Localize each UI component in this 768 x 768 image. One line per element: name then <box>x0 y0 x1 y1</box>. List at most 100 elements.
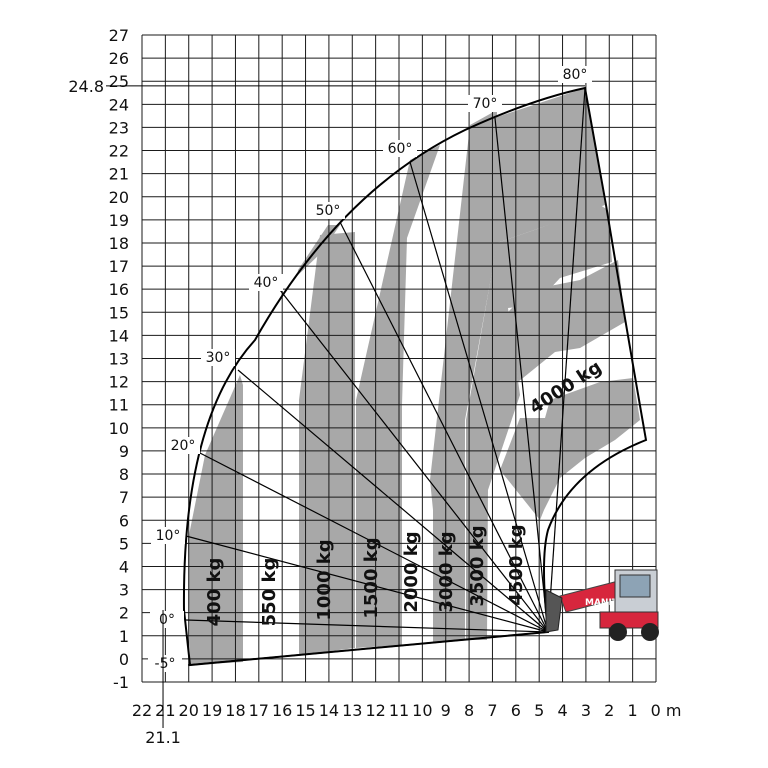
angle-label: 0° <box>159 612 175 628</box>
angle-labels: -5° 0° 10° 20° 30° 40° 50° 60° 70° 80° <box>148 66 592 672</box>
angle-ray-4 <box>237 369 549 633</box>
y-tick-label: 15 <box>109 303 129 322</box>
y-tick-label: 0 <box>119 650 129 669</box>
y-tick-label: 17 <box>109 257 129 276</box>
x-tick-label: 13 <box>342 701 362 720</box>
max-reach-label: 21.1 <box>145 728 181 747</box>
x-tick-label: 9 <box>441 701 451 720</box>
angle-label: 50° <box>316 203 341 219</box>
y-tick-label: 1 <box>119 627 129 646</box>
reference-labels: 24.8 21.1 <box>68 77 585 747</box>
cab-window-icon <box>619 574 651 598</box>
angle-label-bg <box>383 140 417 157</box>
outer-envelope-line <box>182 86 648 667</box>
y-tick-label: 4 <box>119 557 129 576</box>
y-tick-label: 16 <box>109 280 129 299</box>
load-zone-label: 4500 kg <box>506 524 527 605</box>
x-tick-label: 7 <box>487 701 497 720</box>
y-tick-label: 10 <box>109 419 129 438</box>
angle-label: 10° <box>156 528 181 544</box>
y-tick-label: 11 <box>109 396 129 415</box>
x-tick-label: 21 <box>155 701 175 720</box>
x-tick-label: 6 <box>511 701 521 720</box>
load-zone-label: 550 kg <box>259 558 280 627</box>
load-zone-label: 3000 kg <box>436 531 457 612</box>
shaded-zone-7 <box>500 378 640 520</box>
x-tick-label: 20 <box>179 701 199 720</box>
grid-lines <box>141 34 657 683</box>
y-tick-label: 19 <box>109 211 129 230</box>
wheel-icon <box>641 623 659 641</box>
y-tick-label: 14 <box>109 326 129 345</box>
angle-label-bg <box>558 66 592 83</box>
y-tick-label: 18 <box>109 234 129 253</box>
x-tick-label: 11 <box>389 701 409 720</box>
x-tick-label: 16 <box>272 701 292 720</box>
shaded-zone-3 <box>356 145 440 648</box>
angle-label-bg <box>468 95 502 112</box>
angle-label: 30° <box>206 350 231 366</box>
y-tick-label: 26 <box>109 49 129 68</box>
angle-ray-2 <box>185 535 549 633</box>
y-tick-label: 23 <box>109 118 129 137</box>
angle-rays <box>185 87 586 666</box>
angle-label-bg <box>150 611 184 628</box>
angle-ray-5 <box>279 289 549 633</box>
angle-ray-3 <box>197 451 549 633</box>
brand-decal: MANIT <box>585 598 619 608</box>
x-tick-label: 10 <box>412 701 432 720</box>
y-tick-label: 5 <box>119 534 129 553</box>
x-tick-label: 12 <box>365 701 385 720</box>
x-tick-label: 17 <box>249 701 269 720</box>
angle-label: 20° <box>171 438 196 454</box>
angle-label: 40° <box>254 275 279 291</box>
fork-carriage-icon <box>545 589 563 633</box>
x-axis-tick-labels: 22 21 20 19 18 17 16 15 14 13 12 11 10 9 8 7 6 5 4 3 2 1 0 m <box>132 701 682 720</box>
angle-ray-9 <box>547 87 586 633</box>
angle-ray-8 <box>494 117 549 633</box>
x-tick-label: 0 m <box>651 701 682 720</box>
y-tick-label: 3 <box>119 581 129 600</box>
angle-ray-1 <box>185 619 549 633</box>
shaded-zone-2 <box>299 232 355 655</box>
x-tick-label: 22 <box>132 701 152 720</box>
load-zone-label: 400 kg <box>204 558 225 627</box>
y-tick-label: 24 <box>109 95 129 114</box>
angle-label-bg <box>311 202 345 219</box>
wheel-icon <box>609 623 627 641</box>
x-tick-label: 18 <box>225 701 245 720</box>
y-tick-label: 12 <box>109 373 129 392</box>
max-height-label: 24.8 <box>68 77 104 96</box>
x-tick-label: 5 <box>534 701 544 720</box>
shaded-zone-8 <box>497 88 605 243</box>
angle-ray-7 <box>409 161 549 633</box>
y-tick-label: 22 <box>109 142 129 161</box>
shaded-zone-5 <box>466 205 612 640</box>
y-tick-label: -1 <box>113 673 129 692</box>
angle-label: -5° <box>155 656 176 672</box>
y-tick-label: 2 <box>119 604 129 623</box>
load-zone-label: 2000 kg <box>401 531 422 612</box>
y-tick-label: 6 <box>119 511 129 530</box>
x-tick-label: 4 <box>557 701 567 720</box>
shaded-zone-6 <box>508 260 625 382</box>
telehandler-icon: MANIT <box>545 569 659 641</box>
angle-label-bg <box>166 437 200 454</box>
angle-label-bg <box>249 274 283 291</box>
angle-label: 70° <box>473 96 498 112</box>
x-tick-label: 3 <box>581 701 591 720</box>
angle-label: 80° <box>563 67 588 83</box>
x-tick-label: 19 <box>202 701 222 720</box>
angle-label-bg <box>201 349 235 366</box>
load-zone-label: 1000 kg <box>314 539 335 620</box>
y-axis-tick-labels: -101234567891011121314151617181920212223… <box>109 26 129 692</box>
angle-ray-6 <box>339 221 549 633</box>
angle-label-bg <box>151 527 185 544</box>
x-tick-label: 15 <box>295 701 315 720</box>
y-tick-label: 13 <box>109 350 129 369</box>
lift-envelope <box>182 86 648 667</box>
y-tick-label: 9 <box>119 442 129 461</box>
x-tick-label: 14 <box>319 701 339 720</box>
load-zone-label: 1500 kg <box>361 537 382 618</box>
